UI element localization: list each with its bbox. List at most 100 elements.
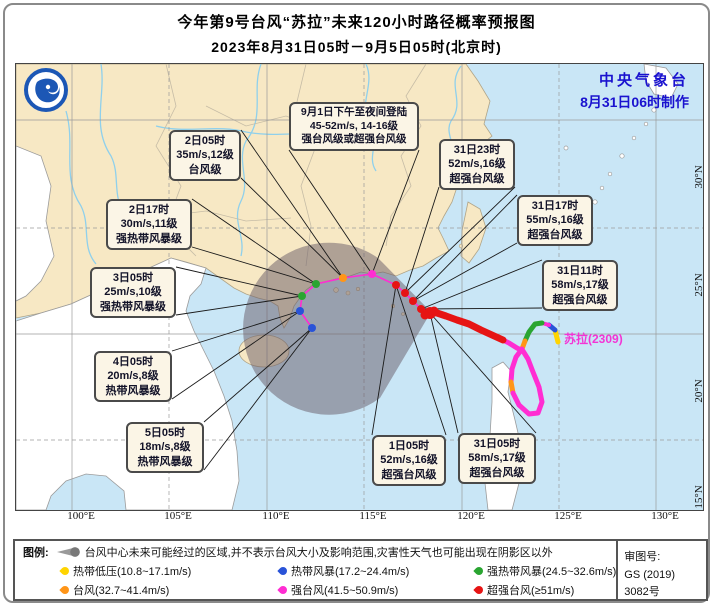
callout-line: 31日11时 xyxy=(557,265,603,277)
callout-line: 2日05时 xyxy=(184,135,226,147)
tropical_storm-symbol-icon xyxy=(277,565,289,577)
storm-name-label: 苏拉(2309) xyxy=(564,332,623,346)
forecast-position-dot xyxy=(296,307,304,315)
legend-item: 台风(32.7~41.4m/s) xyxy=(59,582,279,598)
lat-tick-label: 30°N xyxy=(693,165,705,189)
agency-block: 中央气象台 8月31日06时制作 xyxy=(580,69,689,112)
forecast-callout-box: 4日05时 20m/s,8级 热带风暴级 xyxy=(94,351,172,402)
lon-tick-label: 105°E xyxy=(164,510,192,522)
forecast-position-dot xyxy=(339,274,347,282)
map-subtitle: 2023年8月31日05时－9月5日05时(北京时) xyxy=(211,39,502,55)
legend-item-label: 热带风暴(17.2~24.4m/s) xyxy=(291,566,410,578)
lon-tick-label: 110°E xyxy=(262,510,290,522)
callout-leader-line xyxy=(420,259,543,310)
myanmar-land xyxy=(16,145,55,302)
callout-line: 5日05时 xyxy=(144,427,186,439)
legend-item: 热带风暴(17.2~24.4m/s) xyxy=(277,563,475,579)
callout-leader-line xyxy=(288,149,373,275)
lon-tick-label: 125°E xyxy=(554,510,582,522)
observed-track-segment xyxy=(500,337,545,417)
legend-item-label: 超强台风(≥51m/s) xyxy=(487,585,575,597)
callout-leader-line xyxy=(171,310,301,400)
title-block: 今年第9号台风“苏拉”未来120小时路径概率预报图 2023年8月31日05时－… xyxy=(5,11,708,57)
typhoon-symbol-icon xyxy=(59,584,71,596)
observed-track-segment xyxy=(426,308,507,344)
typhoon-track-layer xyxy=(296,270,561,417)
callout-leader-line xyxy=(420,307,543,310)
legend-main: 图例: 台风中心未来可能经过的区域,并不表示台风大小及影响范围,灾害性天气也可能… xyxy=(15,541,616,599)
legend-row-2: 台风(32.7~41.4m/s) 强台风(41.5~50.9m/s) 超强台风(≥5… xyxy=(23,582,616,598)
callout-line: 台风级 xyxy=(188,163,222,176)
legend-item-label: 强台风(41.5~50.9m/s) xyxy=(291,585,399,597)
severe_typhoon-symbol-icon xyxy=(277,584,289,596)
callout-line: 超强台风级 xyxy=(527,228,583,241)
map-title: 今年第9号台风“苏拉”未来120小时路径概率预报图 xyxy=(177,14,536,31)
callout-leader-line xyxy=(371,149,420,275)
forecast-callout-box: 31日11时 58m/s,17级 超强台风级 xyxy=(542,260,618,311)
super_typhoon-symbol-icon xyxy=(473,584,485,596)
callout-leader-line xyxy=(175,295,303,316)
callout-line: 55m/s,16级 xyxy=(526,214,584,227)
callout-leader-lines xyxy=(171,129,543,471)
forecast-position-dot xyxy=(409,297,417,305)
callout-line: 35m/s,12级 xyxy=(176,149,234,162)
forecast-position-dot xyxy=(401,289,409,297)
callout-line: 58m/s,17级 xyxy=(551,279,609,292)
callout-line: 30m/s,11级 xyxy=(120,218,178,231)
observed-track-segment xyxy=(508,346,525,385)
lon-tick-label: 120°E xyxy=(457,510,485,522)
callout-leader-line xyxy=(175,266,303,297)
callout-leader-line xyxy=(171,310,301,352)
callout-line: 超强台风级 xyxy=(381,468,437,481)
forecast-callout-box: 1日05时 52m/s,16级 超强台风级 xyxy=(372,435,446,486)
approval-number: GS (2019) 3082号 xyxy=(624,568,676,599)
legend-item-label: 热带低压(10.8~17.1m/s) xyxy=(73,566,192,578)
forecast-callout-box: 9月1日下午至夜间登陆 45-52m/s, 14-16级 强台风级或超强台风级 xyxy=(289,102,419,151)
callout-line: 58m/s,17级 xyxy=(468,452,526,465)
callout-line: 强热带风暴级 xyxy=(116,232,182,245)
forecast-callout-box: 3日05时 25m/s,10级 强热带风暴级 xyxy=(90,267,176,318)
legend-item-label: 台风(32.7~41.4m/s) xyxy=(73,585,170,597)
legend-item: 强台风(41.5~50.9m/s) xyxy=(277,582,475,598)
lat-tick-label: 20°N xyxy=(693,379,705,403)
callout-line: 20m/s,8级 xyxy=(107,370,159,383)
callout-line: 1日05时 xyxy=(388,440,430,452)
forecast-callout-box: 2日05时 35m/s,12级 台风级 xyxy=(169,130,241,181)
map-approval-block: 审图号: GS (2019) 3082号 xyxy=(616,541,706,599)
callout-leader-line xyxy=(429,312,537,434)
callout-leader-line xyxy=(412,242,518,302)
lon-tick-label: 130°E xyxy=(651,510,679,522)
legend-title: 图例: xyxy=(23,547,49,559)
probability-cone-layer xyxy=(243,242,431,415)
callout-leader-line xyxy=(404,186,440,294)
callout-line: 18m/s,8级 xyxy=(139,441,191,454)
legend-row-1: 热带低压(10.8~17.1m/s) 热带风暴(17.2~24.4m/s) 强热带风… xyxy=(23,563,616,579)
callout-line: 52m/s,16级 xyxy=(380,454,438,467)
agency-name: 中央气象台 xyxy=(598,72,689,89)
lon-tick-label: 100°E xyxy=(67,510,95,522)
callout-line: 25m/s,10级 xyxy=(104,286,162,299)
callout-line: 3日05时 xyxy=(112,272,154,284)
callout-leader-line xyxy=(191,198,317,285)
lat-tick-label: 15°N xyxy=(693,485,705,509)
callout-line: 9月1日下午至夜间登陆 xyxy=(300,106,408,118)
callout-leader-line xyxy=(429,312,459,434)
legend-item: 强热带风暴(24.5~32.6m/s) xyxy=(473,563,616,579)
cone-symbol-icon xyxy=(56,547,80,557)
current-position-dot xyxy=(420,310,430,320)
lat-tick-label: 25°N xyxy=(693,273,705,297)
probability-cone xyxy=(243,242,431,415)
callout-line: 超强台风级 xyxy=(469,466,525,479)
callout-line: 热带风暴级 xyxy=(137,455,193,468)
callout-line: 强台风级或超强台风级 xyxy=(301,133,407,146)
approval-label: 审图号: xyxy=(624,551,661,563)
forecast-position-dot xyxy=(312,280,320,288)
forecast-position-dot xyxy=(308,324,316,332)
callout-line: 4日05时 xyxy=(112,356,154,368)
callout-line: 31日23时 xyxy=(453,144,501,156)
tropical_depression-symbol-icon xyxy=(59,565,71,577)
current-position-dot xyxy=(429,306,439,316)
callout-line: 2日17时 xyxy=(128,204,170,216)
callout-leader-line xyxy=(191,246,317,285)
forecast-position-dot xyxy=(298,292,306,300)
